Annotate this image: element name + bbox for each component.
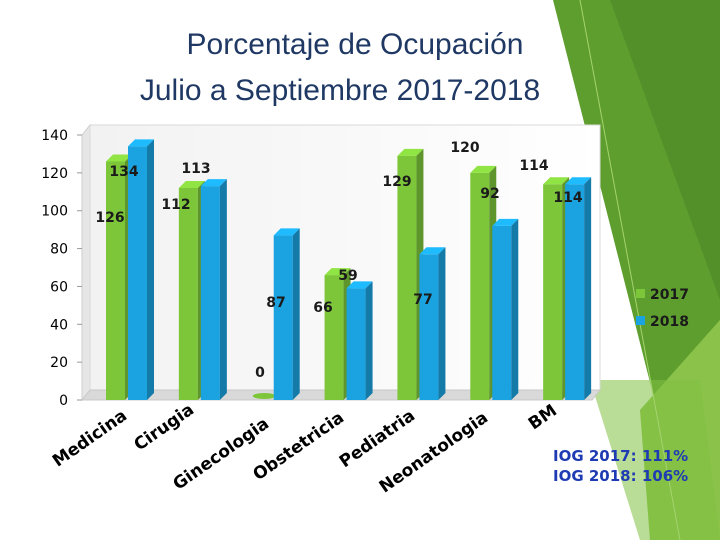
bar-top-2017-0 — [106, 154, 132, 162]
category-label: Cirugia — [130, 400, 197, 456]
legend: 2017 2018 — [636, 287, 689, 330]
bar-top-2017-3 — [324, 268, 351, 276]
bar-2017-0 — [106, 161, 125, 400]
data-label-zero: 0 — [255, 365, 265, 381]
legend-label-2018: 2018 — [650, 314, 689, 330]
bar-top-2018-4 — [419, 247, 446, 255]
data-label-2018-3: 59 — [338, 268, 357, 284]
iog-summary: IOG 2017: 111% IOG 2018: 106% — [553, 446, 688, 486]
category-label: Ginecologia — [170, 414, 273, 495]
y-tick-label: 40 — [50, 317, 68, 333]
y-tick-label: 140 — [41, 128, 68, 144]
bar-top-2017-1 — [178, 181, 205, 188]
bar-top-2017-4 — [397, 148, 424, 156]
iog-2017: IOG 2017: 111% — [553, 447, 689, 465]
x-axis: Medicina CirugiaGinecologiaObstetriciaPed… — [49, 400, 561, 498]
bar-2017-5 — [470, 172, 490, 400]
bar-2017-4 — [397, 155, 417, 400]
bar-side-2018-0 — [147, 139, 154, 400]
y-tick-label: 60 — [50, 279, 68, 295]
data-label-2017-1: 112 — [161, 197, 190, 213]
data-label-2017-0: 126 — [95, 210, 124, 226]
chart-title-line2: Julio a Septiembre 2017-2018 — [139, 74, 541, 107]
bar-2017-3 — [324, 275, 344, 400]
category-label: Medicina — [49, 406, 131, 472]
bar-2018-5 — [492, 225, 512, 400]
bar-top-2018-3 — [346, 281, 373, 289]
decor-mid-triangle — [590, 380, 720, 540]
bar-side-2018-5 — [511, 218, 519, 400]
y-tick-label: 100 — [41, 204, 68, 220]
data-label-2018-4: 77 — [413, 292, 432, 308]
iog-2018: IOG 2018: 106% — [553, 467, 689, 485]
y-tick-label: 0 — [59, 393, 68, 409]
bar-2018-0 — [128, 146, 147, 400]
y-tick-label: 80 — [50, 242, 68, 258]
bar-2018-1 — [200, 186, 220, 400]
data-label-2018-5: 92 — [480, 186, 499, 202]
decor-line — [579, 0, 681, 540]
data-label-2017-6: 114 — [519, 158, 548, 174]
bar-side-2018-6 — [584, 177, 592, 400]
legend-label-2017: 2017 — [650, 287, 689, 303]
data-label-2018-2: 87 — [266, 295, 285, 311]
bars — [106, 139, 592, 400]
bar-top-2017-5 — [470, 165, 497, 173]
bar-top-2018-1 — [200, 179, 227, 187]
category-label: BM — [525, 401, 561, 435]
bar-side-2018-2 — [292, 228, 300, 400]
data-label-2018-6: 114 — [553, 190, 582, 206]
bar-top-2018-0 — [128, 139, 154, 147]
bar-side-2018-1 — [219, 179, 227, 400]
side-wall — [81, 123, 91, 402]
bar-top-2018-5 — [492, 218, 519, 226]
bar-top-2018-6 — [565, 177, 592, 185]
bar-2018-2 — [273, 235, 293, 400]
legend-swatch-2018 — [636, 316, 645, 325]
bar-2018-4 — [419, 254, 439, 400]
data-label-2017-3: 66 — [313, 300, 332, 316]
chart-title-line1: Porcentaje de Ocupación — [186, 28, 524, 61]
bar-side-2018-3 — [365, 281, 373, 400]
bar-2018-3 — [346, 288, 366, 400]
bar-top-2018-2 — [273, 228, 300, 236]
data-label-2017-4: 129 — [382, 174, 411, 190]
data-label-2018-1: 113 — [181, 161, 210, 177]
data-label-2018-0: 134 — [109, 164, 138, 180]
bar-2017-2 — [252, 393, 276, 399]
y-tick-label: 120 — [41, 166, 68, 182]
data-labels: 126 134 112 113 87 66 59 129 77 120 92 114 114 0 — [95, 140, 582, 381]
y-axis: 0 20 40 60 80 100 120 140 — [41, 128, 82, 409]
bar-2018-6 — [565, 184, 585, 400]
bar-side-2018-4 — [438, 247, 446, 400]
decor-dark-triangle — [610, 0, 720, 300]
legend-swatch-2017 — [636, 289, 645, 298]
y-tick-label: 20 — [50, 355, 68, 371]
data-label-2017-5: 120 — [450, 140, 479, 156]
bar-top-2017-6 — [543, 177, 570, 185]
bar-2017-1 — [178, 188, 198, 400]
bar-2017-6 — [543, 184, 563, 400]
